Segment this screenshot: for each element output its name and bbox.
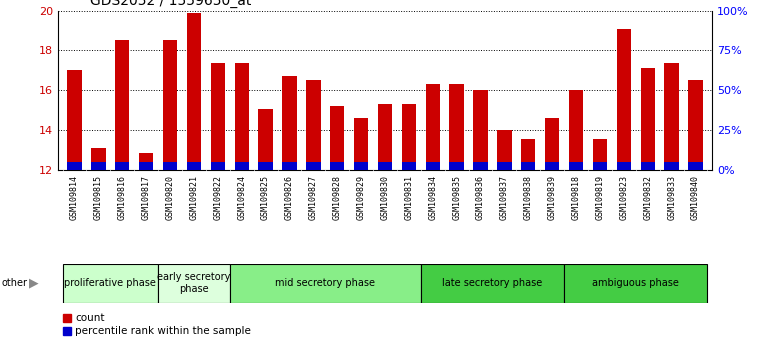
Bar bbox=[67, 70, 82, 170]
Text: GSM109826: GSM109826 bbox=[285, 175, 294, 219]
Bar bbox=[91, 148, 105, 170]
Bar bbox=[426, 84, 440, 170]
Bar bbox=[283, 162, 296, 170]
Bar bbox=[139, 162, 153, 170]
Text: ▶: ▶ bbox=[29, 277, 38, 290]
Bar bbox=[187, 13, 201, 170]
Bar bbox=[354, 118, 368, 170]
Bar bbox=[545, 118, 559, 170]
Bar bbox=[593, 139, 608, 170]
Text: GSM109831: GSM109831 bbox=[404, 175, 413, 219]
Text: proliferative phase: proliferative phase bbox=[65, 278, 156, 288]
Text: GSM109827: GSM109827 bbox=[309, 175, 318, 219]
Bar bbox=[564, 264, 708, 303]
Bar bbox=[115, 162, 129, 170]
Legend: count, percentile rank within the sample: count, percentile rank within the sample bbox=[63, 313, 251, 336]
Bar bbox=[67, 162, 82, 170]
Text: ambiguous phase: ambiguous phase bbox=[592, 278, 679, 288]
Text: late secretory phase: late secretory phase bbox=[443, 278, 543, 288]
Bar bbox=[450, 84, 464, 170]
Bar bbox=[545, 162, 559, 170]
Bar bbox=[187, 162, 201, 170]
Bar bbox=[378, 104, 392, 170]
Text: GSM109825: GSM109825 bbox=[261, 175, 270, 219]
Bar bbox=[497, 162, 511, 170]
Bar bbox=[426, 162, 440, 170]
Bar bbox=[521, 162, 535, 170]
Bar bbox=[665, 162, 679, 170]
Text: GSM109816: GSM109816 bbox=[118, 175, 127, 219]
Bar bbox=[354, 162, 368, 170]
Bar bbox=[235, 162, 249, 170]
Bar bbox=[115, 40, 129, 170]
Text: GSM109820: GSM109820 bbox=[166, 175, 175, 219]
Text: GSM109815: GSM109815 bbox=[94, 175, 103, 219]
Text: GSM109824: GSM109824 bbox=[237, 175, 246, 219]
Bar bbox=[474, 162, 487, 170]
Bar bbox=[211, 162, 225, 170]
Bar bbox=[402, 162, 416, 170]
Bar bbox=[569, 162, 583, 170]
Text: GSM109818: GSM109818 bbox=[571, 175, 581, 219]
Text: GSM109822: GSM109822 bbox=[213, 175, 223, 219]
Text: early secretory
phase: early secretory phase bbox=[157, 272, 230, 294]
Text: GSM109819: GSM109819 bbox=[595, 175, 604, 219]
Bar bbox=[474, 90, 487, 170]
Bar bbox=[617, 29, 631, 170]
Bar bbox=[91, 162, 105, 170]
Bar bbox=[617, 162, 631, 170]
Text: GSM109829: GSM109829 bbox=[357, 175, 366, 219]
Text: mid secretory phase: mid secretory phase bbox=[276, 278, 375, 288]
Text: GSM109828: GSM109828 bbox=[333, 175, 342, 219]
Text: GSM109833: GSM109833 bbox=[667, 175, 676, 219]
Bar bbox=[378, 162, 392, 170]
Text: other: other bbox=[2, 278, 28, 288]
Bar bbox=[421, 264, 564, 303]
Bar bbox=[330, 106, 344, 170]
Text: GSM109837: GSM109837 bbox=[500, 175, 509, 219]
Text: GSM109838: GSM109838 bbox=[524, 175, 533, 219]
Bar bbox=[229, 264, 421, 303]
Bar bbox=[569, 90, 583, 170]
Bar bbox=[259, 109, 273, 170]
Bar bbox=[641, 162, 655, 170]
Bar bbox=[641, 68, 655, 170]
Bar bbox=[139, 153, 153, 170]
Bar bbox=[158, 264, 229, 303]
Bar bbox=[162, 162, 177, 170]
Text: GSM109823: GSM109823 bbox=[619, 175, 628, 219]
Bar bbox=[235, 63, 249, 170]
Bar bbox=[211, 63, 225, 170]
Text: GSM109835: GSM109835 bbox=[452, 175, 461, 219]
Text: GSM109840: GSM109840 bbox=[691, 175, 700, 219]
Text: GSM109830: GSM109830 bbox=[380, 175, 390, 219]
Bar bbox=[688, 162, 703, 170]
Text: GSM109839: GSM109839 bbox=[547, 175, 557, 219]
Text: GSM109817: GSM109817 bbox=[142, 175, 151, 219]
Bar bbox=[306, 162, 320, 170]
Bar bbox=[521, 139, 535, 170]
Bar bbox=[330, 162, 344, 170]
Bar bbox=[402, 104, 416, 170]
Bar bbox=[283, 76, 296, 170]
Text: GSM109836: GSM109836 bbox=[476, 175, 485, 219]
Text: GDS2052 / 1559650_at: GDS2052 / 1559650_at bbox=[91, 0, 252, 8]
Text: GSM109832: GSM109832 bbox=[643, 175, 652, 219]
Bar bbox=[62, 264, 158, 303]
Text: GSM109821: GSM109821 bbox=[189, 175, 199, 219]
Bar bbox=[306, 80, 320, 170]
Text: GSM109814: GSM109814 bbox=[70, 175, 79, 219]
Bar bbox=[450, 162, 464, 170]
Bar bbox=[665, 63, 679, 170]
Bar bbox=[162, 40, 177, 170]
Bar bbox=[688, 80, 703, 170]
Text: GSM109834: GSM109834 bbox=[428, 175, 437, 219]
Bar bbox=[593, 162, 608, 170]
Bar bbox=[497, 130, 511, 170]
Bar bbox=[259, 162, 273, 170]
